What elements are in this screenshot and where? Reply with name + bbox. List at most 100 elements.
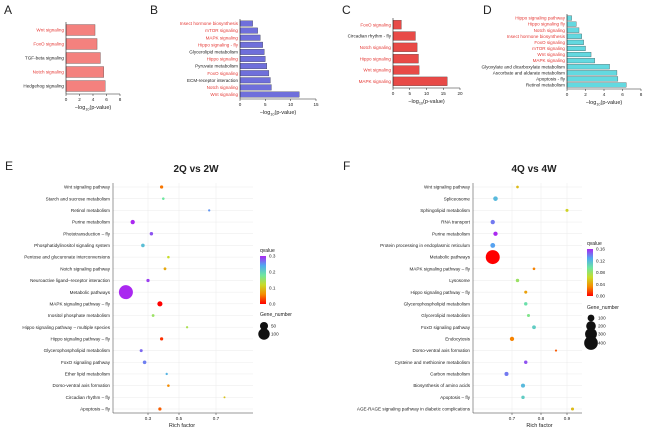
x-tick-label: 8: [640, 92, 643, 97]
bar: [566, 64, 610, 70]
bar: [239, 27, 258, 34]
bubble: [490, 243, 496, 248]
bar: [566, 82, 627, 88]
category-label: Hippo signaling fly: [528, 22, 566, 27]
bubble: [490, 219, 495, 225]
legend-tick: 0.1: [269, 286, 276, 291]
legend-tick: 0.16: [596, 247, 605, 252]
category-label: Insect hormone biosynthesis: [507, 34, 566, 39]
bar: [566, 70, 618, 76]
legend-tick: 0.00: [596, 294, 605, 299]
category-label: Ether lipid metabolism: [65, 372, 110, 377]
category-label: Sphingolipid metabolism: [420, 208, 470, 213]
category-label: Carbon metabolism: [430, 372, 470, 377]
bubble: [485, 250, 500, 265]
bubble: [554, 349, 558, 352]
size-legend-dot: [587, 314, 595, 322]
bar: [566, 76, 619, 82]
size-legend-dot: [258, 328, 270, 340]
panel-letter: C: [342, 3, 351, 17]
bar: [65, 24, 96, 36]
legend-title: Gene_number: [260, 312, 292, 318]
bar: [239, 41, 263, 48]
panel-letter: E: [5, 159, 13, 173]
bar-panel-a: A Wnt signaling FoxO signaling TGF-beta sig…: [4, 3, 122, 112]
bubble: [159, 185, 164, 189]
panel-letter: B: [150, 3, 158, 17]
bar: [65, 52, 101, 64]
bubble: [162, 197, 165, 200]
legend-tick: 100: [598, 316, 606, 321]
legend-tick: 400: [598, 341, 606, 346]
bubble: [532, 267, 536, 271]
legend-tick: 100: [271, 332, 279, 337]
category-label: Hippo signaling: [207, 57, 239, 62]
category-label: Dorso-ventral axis formation: [53, 383, 111, 388]
bubble: [208, 209, 211, 212]
bubble: [524, 290, 528, 294]
x-tick-label: 4: [603, 92, 606, 97]
category-label: Lysosome: [449, 278, 470, 283]
bar: [239, 48, 265, 55]
bubble-panel-f: F 4Q vs 4W Wnt signaling pathway Spliceosom…: [343, 159, 619, 429]
category-label: Cysteine and methionine metabolism: [395, 360, 470, 365]
category-label: Wnt signaling pathway: [424, 185, 471, 190]
legend-title: Gene_number: [587, 305, 619, 311]
category-label: FoxO signaling pathway: [61, 360, 111, 365]
x-tick-label: 0: [65, 97, 68, 102]
x-tick-label: 0.7: [509, 416, 516, 421]
category-label: Dorso-ventral axis formation: [413, 348, 471, 353]
x-tick-label: 0: [239, 102, 242, 107]
category-label: Neuroactive ligand–receptor interaction: [30, 278, 110, 283]
legend-tick: 300: [598, 332, 606, 337]
bubble: [509, 336, 515, 342]
category-label: Glycerolipid metabolism: [421, 313, 470, 318]
bar: [392, 42, 418, 52]
legend-title: qvalue: [260, 248, 275, 254]
x-axis-title: Rich factor: [169, 423, 195, 429]
category-label: Notch signaling: [207, 85, 239, 90]
category-label: Hippo signaling pathway – fly: [411, 290, 471, 295]
bubble: [157, 301, 163, 307]
x-tick-label: 20: [457, 91, 463, 96]
category-label: Starch and sucrose metabolism: [46, 196, 111, 201]
bubble: [167, 384, 170, 387]
category-label: AGE-RAGE signaling pathway in diabetic c…: [357, 407, 471, 412]
category-label: Pyruvate metabolism: [195, 64, 238, 69]
bar: [566, 21, 577, 27]
x-tick-label: 6: [105, 97, 108, 102]
category-label: Glycerolipid metabolism: [189, 50, 238, 55]
category-label: MAPK signaling: [359, 79, 392, 84]
category-label: Wnt signaling: [537, 52, 565, 57]
bar: [239, 77, 271, 84]
bar: [392, 20, 402, 30]
bubble: [504, 371, 509, 376]
bar: [239, 84, 272, 91]
category-label: MAPK signaling pathway – fly: [49, 301, 110, 306]
bubble: [139, 349, 143, 353]
bubble: [570, 407, 575, 411]
category-label: Retinol metabolism: [526, 83, 565, 88]
x-tick-label: 2: [78, 97, 81, 102]
bubble: [118, 285, 133, 300]
bubble: [521, 395, 525, 400]
category-label: FoxO signaling: [33, 42, 64, 47]
x-axis-title: Rich factor: [526, 423, 552, 429]
bar: [392, 76, 448, 86]
category-label: Wnt signaling: [36, 28, 64, 33]
bar: [566, 39, 584, 45]
bubble: [163, 267, 167, 271]
plot-area: [113, 183, 253, 413]
size-legend-dot: [584, 336, 598, 350]
bubble: [526, 314, 531, 318]
category-label: Hippo signaling: [360, 56, 392, 61]
bar-panel-c: C FoxO signaling Circadian rhythm - fly Not…: [342, 3, 463, 106]
bar: [239, 56, 266, 62]
bubble: [141, 243, 145, 248]
bubble: [146, 278, 150, 283]
category-label: mTOR signaling: [205, 28, 238, 33]
category-label: TGF-beta signaling: [25, 56, 65, 61]
size-legend-dot: [259, 321, 269, 331]
